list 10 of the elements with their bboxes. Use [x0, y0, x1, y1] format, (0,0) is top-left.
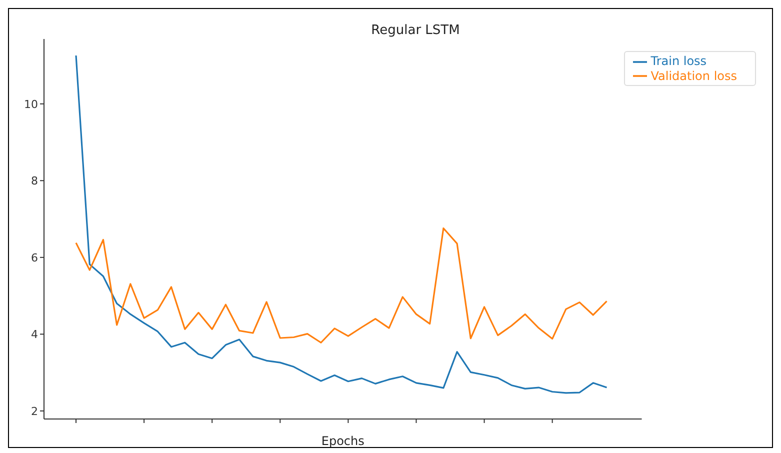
y-tick-label: 2 — [31, 404, 38, 418]
y-tick-label: 6 — [31, 251, 38, 264]
line-series — [75, 227, 608, 344]
y-tick-label: 8 — [31, 174, 38, 188]
chart-title: Regular LSTM — [370, 23, 461, 38]
y-tick-label: 4 — [31, 328, 38, 342]
legend-label: Validation loss — [650, 68, 737, 83]
y-tick-label: 10 — [24, 98, 38, 111]
legend-label: Train loss — [650, 54, 707, 68]
line-series — [75, 54, 608, 394]
